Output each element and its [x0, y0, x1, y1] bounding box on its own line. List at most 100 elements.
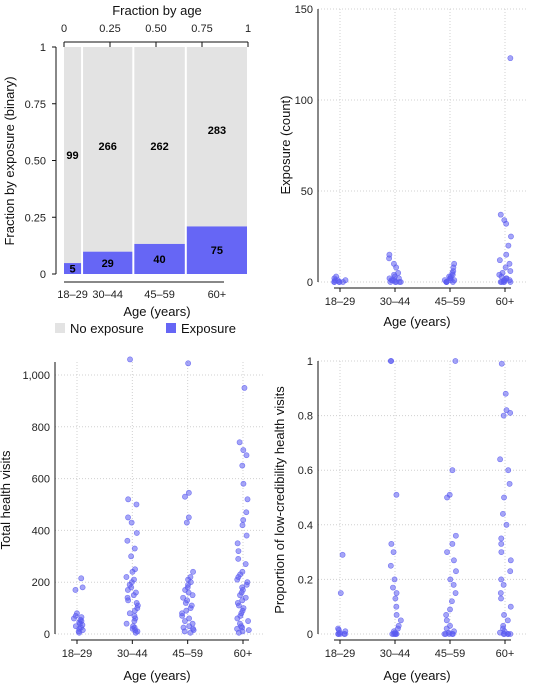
data-point: [447, 622, 453, 629]
data-point: [504, 617, 511, 624]
data-point: [123, 620, 130, 627]
data-point: [180, 624, 187, 631]
x-tick-label: 30–44: [380, 648, 411, 660]
data-point: [123, 574, 130, 580]
y-tick-label: 0.8: [298, 411, 313, 423]
mosaic-y-axis-label: Fraction by exposure (binary): [2, 76, 17, 245]
data-point: [393, 491, 400, 498]
mosaic-y-tick-label: 1: [40, 42, 46, 54]
mosaic-count-exposure: 75: [211, 245, 223, 257]
mosaic-x-axis-label: Age (years): [123, 304, 190, 319]
mosaic-count-no-exposure: 262: [150, 141, 168, 153]
data-point: [444, 549, 450, 555]
y-tick-label: 200: [32, 577, 50, 589]
total-visits-panel: Total health visits Age (years) 0 200 400 6…: [0, 356, 265, 683]
mosaic-top-ticks: 0 0.25 0.50 0.75 1: [61, 23, 251, 47]
y-tick-label: 0: [307, 277, 313, 289]
y-tick-label: 400: [32, 525, 50, 537]
mosaic-count-no-exposure: 266: [99, 141, 117, 153]
data-point: [501, 611, 507, 618]
mosaic-y-tick-label: 0: [40, 269, 46, 281]
mosaic-bar-no-exposure: [64, 47, 82, 264]
data-point: [505, 242, 512, 249]
mosaic-bar-exposure: [83, 251, 133, 274]
data-point: [498, 576, 505, 583]
data-point: [240, 447, 247, 453]
data-point: [132, 566, 138, 573]
mosaic-x-tick-label: 45–59: [144, 289, 175, 301]
data-point: [503, 521, 510, 528]
mosaic-panel: Fraction by age 0 0.25 0.50 0.75 1 0 0.25 0.50…: [2, 3, 251, 319]
data-point: [452, 590, 459, 596]
mosaic-bar-no-exposure: [134, 47, 185, 244]
mosaic-top-axis-label: Fraction by age: [112, 3, 202, 18]
data-point: [185, 514, 192, 521]
mosaic-bar-exposure: [186, 226, 247, 274]
data-point: [237, 620, 243, 627]
mosaic-x-ticks: 18–29 30–44 45–59 60+: [57, 281, 226, 301]
data-point: [243, 532, 250, 539]
data-point: [239, 462, 246, 469]
data-point: [395, 269, 402, 276]
data-point: [507, 268, 514, 274]
data-point: [335, 625, 342, 632]
data-point: [72, 587, 79, 593]
data-point: [502, 264, 509, 271]
legend-label-no-exposure: No exposure: [70, 321, 144, 336]
mosaic-y-tick-label: 0.75: [25, 99, 46, 111]
data-point: [500, 622, 507, 629]
data-point: [182, 618, 188, 624]
y-tick-label: 0: [44, 629, 50, 641]
y-tick-label: 50: [301, 186, 313, 198]
data-point: [131, 576, 137, 583]
data-point: [387, 562, 394, 569]
data-point: [393, 603, 400, 610]
mosaic-count-no-exposure: 283: [208, 125, 226, 137]
data-point: [133, 530, 140, 536]
data-point: [234, 540, 241, 547]
data-point: [244, 579, 251, 586]
data-point: [183, 607, 190, 614]
data-point: [391, 576, 398, 583]
y-tick-label: 800: [32, 422, 50, 434]
y-tick-label: 0.4: [298, 520, 313, 532]
mosaic-top-tick-label: 0.75: [191, 23, 212, 35]
data-point: [124, 537, 131, 544]
data-point: [500, 412, 507, 419]
y-tick-label: 1,000: [22, 370, 50, 382]
low-cred-y-axis-label: Proportion of low-credibility health vis…: [272, 386, 287, 614]
data-point: [131, 612, 138, 619]
data-point: [393, 590, 400, 596]
data-point: [179, 610, 185, 617]
data-point: [507, 55, 514, 62]
data-point: [342, 277, 349, 284]
low-cred-x-axis-label: Age (years): [383, 668, 450, 683]
data-point: [234, 600, 241, 606]
data-point: [239, 568, 246, 575]
data-point: [502, 390, 509, 397]
y-tick-label: 600: [32, 474, 50, 486]
data-point: [182, 493, 188, 500]
data-point: [393, 611, 400, 618]
data-point: [498, 535, 505, 542]
data-point: [133, 600, 140, 606]
data-point: [239, 522, 246, 529]
legend-swatch-no-exposure: [55, 323, 65, 333]
data-point: [505, 467, 512, 474]
data-point: [79, 584, 86, 591]
data-point: [124, 594, 131, 601]
x-tick-label: 45–59: [172, 648, 203, 660]
data-point: [183, 519, 190, 526]
mosaic-bar-no-exposure: [186, 47, 247, 227]
data-point: [128, 519, 135, 526]
data-point: [243, 452, 250, 459]
data-point: [397, 617, 404, 624]
y-tick-label: 150: [295, 4, 313, 16]
data-point: [395, 622, 402, 629]
data-point: [337, 590, 344, 596]
data-point: [498, 595, 504, 602]
data-point: [235, 555, 242, 562]
data-point: [451, 260, 458, 267]
data-point: [244, 496, 251, 503]
